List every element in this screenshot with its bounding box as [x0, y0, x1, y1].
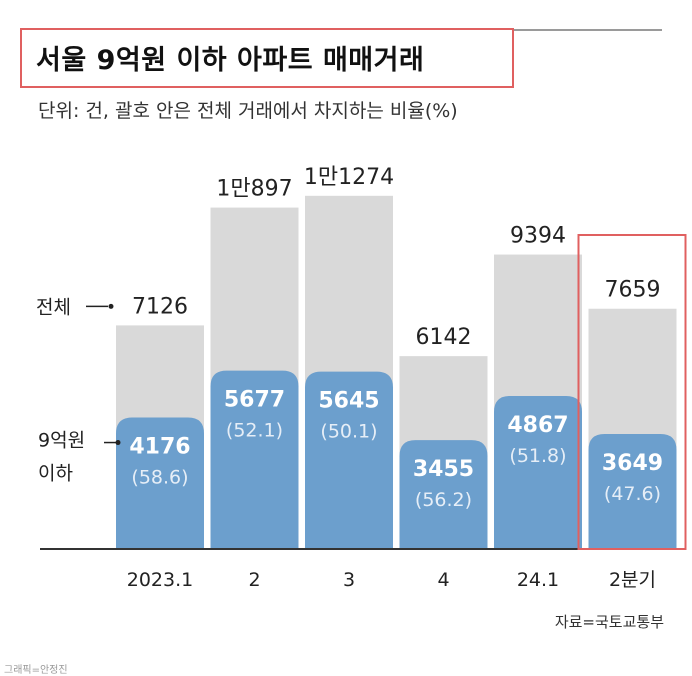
share-percent-label: (50.1) — [320, 421, 377, 443]
subset-value-label: 4176 — [129, 435, 190, 460]
subset-bar — [588, 434, 677, 548]
highlight-box — [577, 234, 687, 550]
legend-subset-dot — [115, 440, 121, 446]
total-value-label: 7126 — [132, 294, 188, 319]
share-percent-label: (56.2) — [415, 489, 472, 511]
subset-bar — [399, 440, 488, 548]
subset-bar — [116, 417, 204, 548]
source-note: 자료=국토교통부 — [554, 613, 664, 631]
chart-title: 서울 9억원 이하 아파트 매매거래 — [36, 45, 425, 76]
total-value-label: 6142 — [416, 325, 472, 350]
subset-bar — [494, 395, 582, 548]
legend-total-label: 전체 — [36, 296, 71, 318]
x-tick-label: 2분기 — [609, 569, 656, 591]
title-highlight-box — [20, 28, 514, 88]
x-tick-label: 24.1 — [517, 569, 559, 591]
x-tick-labels-group: 2023.1 2 3 4 24.1 2분기 — [127, 569, 656, 591]
subset-bar — [305, 371, 393, 548]
subset-bar — [210, 370, 299, 548]
legend-subset-label-line2: 이하 — [38, 463, 73, 485]
x-tick-label: 3 — [343, 569, 355, 591]
subset-value-label: 3649 — [602, 451, 663, 476]
x-tick-label: 2 — [248, 569, 260, 591]
share-percent-label: (51.8) — [509, 445, 566, 467]
subset-value-label: 4867 — [507, 413, 568, 438]
x-tick-label: 2023.1 — [127, 569, 193, 591]
share-percent-label: (58.6) — [131, 467, 188, 489]
share-percent-label: (52.1) — [226, 420, 283, 442]
total-value-label: 7659 — [605, 278, 661, 303]
graphic-credit: 그래픽=안정진 — [4, 665, 68, 676]
chart-subtitle: 단위: 건, 괄호 안은 전체 거래에서 차지하는 비율(%) — [38, 100, 458, 122]
legend-total-dot — [108, 303, 114, 309]
legend-subset-label-line1: 9억원 — [38, 430, 85, 452]
subset-value-label: 5645 — [318, 389, 379, 414]
subset-value-label: 3455 — [413, 457, 474, 482]
subset-bars-group — [116, 370, 677, 548]
total-value-label: 1만897 — [216, 177, 292, 202]
total-value-label: 1만1274 — [304, 165, 394, 190]
subset-value-label: 5677 — [224, 388, 285, 413]
total-value-label: 9394 — [510, 224, 566, 249]
x-tick-label: 4 — [437, 569, 449, 591]
share-percent-label: (47.6) — [604, 483, 661, 505]
labels-group: 7126 4176 (58.6) 1만897 5677 (52.1) 1만1274 5645 (… — [129, 165, 663, 511]
